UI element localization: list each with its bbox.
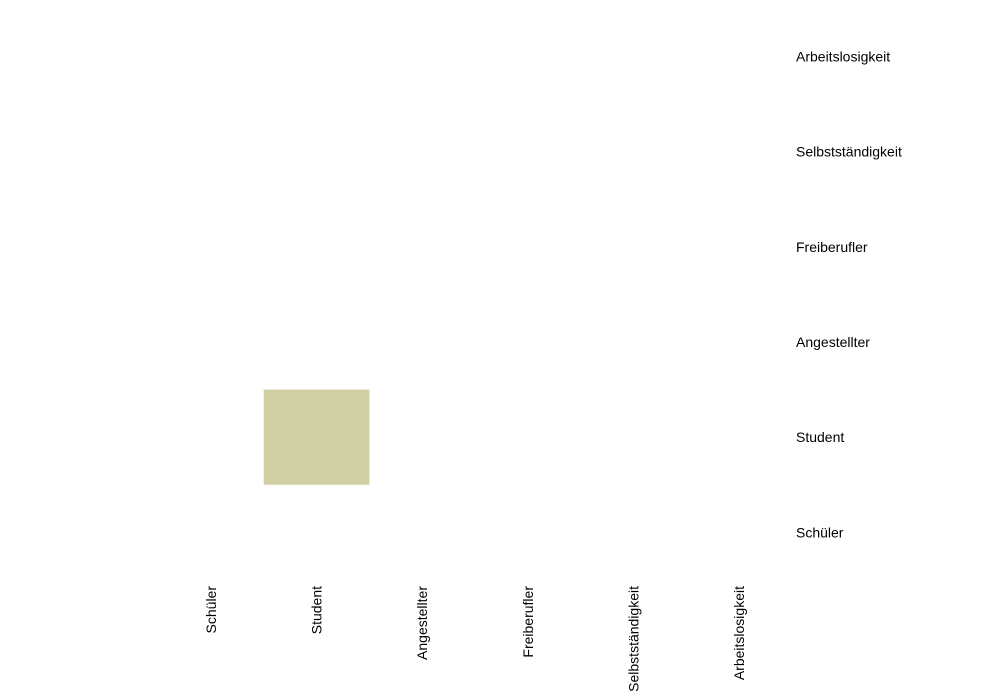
y-axis-tick-labels: Schüler Student Angestellter Freiberufler Se… [796, 48, 902, 540]
y-tick-label-selbststaendigkeit: Selbstständigkeit [796, 144, 902, 160]
x-tick-label-schueler: Schüler [203, 586, 219, 634]
heatmap-cell-student-student [263, 389, 370, 485]
x-tick-label-student: Student [309, 586, 325, 634]
y-tick-label-student: Student [796, 429, 844, 445]
x-tick-label-selbststaendigkeit: Selbstständigkeit [626, 586, 642, 692]
y-tick-label-freiberufler: Freiberufler [796, 239, 868, 255]
y-tick-label-angestellter: Angestellter [796, 334, 870, 350]
y-tick-label-schueler: Schüler [796, 524, 844, 540]
y-tick-label-arbeitslosigkeit: Arbeitslosigkeit [796, 48, 890, 64]
x-tick-label-arbeitslosigkeit: Arbeitslosigkeit [731, 586, 747, 680]
x-tick-label-freiberufler: Freiberufler [520, 586, 536, 658]
x-tick-label-angestellter: Angestellter [414, 586, 430, 660]
x-axis-tick-labels: Schüler Student Angestellter Freiberufler Se… [203, 586, 747, 692]
heatmap-cells [263, 389, 370, 485]
